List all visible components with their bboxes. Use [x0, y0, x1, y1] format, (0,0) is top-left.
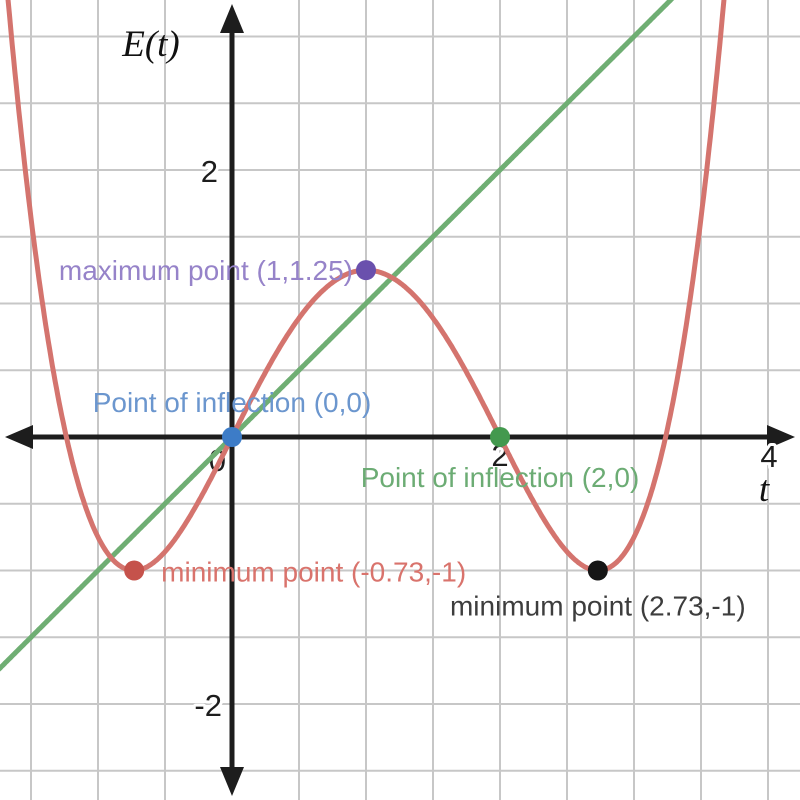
maximum-point-label: maximum point (1,1.25) [59, 255, 353, 286]
inflection-point-2-0-dot[interactable] [490, 427, 510, 447]
inflection-point-0-0-label: Point of inflection (0,0) [93, 387, 372, 418]
minimum-point-right-label: minimum point (2.73,-1) [450, 591, 746, 622]
x-axis-title: t [759, 469, 771, 510]
x-tick-label: 4 [760, 439, 777, 474]
maximum-point-dot[interactable] [356, 260, 376, 281]
y-tick-label: 2 [201, 154, 218, 189]
minimum-point-right-dot[interactable] [587, 560, 608, 581]
axis-arrowhead-icon [767, 425, 795, 449]
y-tick-label: -2 [194, 688, 222, 723]
inflection-point-2-0-label: Point of inflection (2,0) [361, 462, 640, 493]
straight-line-y-equals-t[interactable] [0, 0, 751, 672]
inflection-point-0-0-dot[interactable] [222, 427, 242, 447]
minimum-point-left-dot[interactable] [124, 560, 145, 581]
y-axis-title: E(t) [121, 24, 180, 65]
axis-arrowhead-icon [5, 425, 33, 449]
axes [5, 4, 795, 796]
minimum-point-left-label: minimum point (-0.73,-1) [161, 557, 466, 588]
axis-arrowhead-icon [220, 4, 244, 33]
axis-arrowhead-icon [220, 767, 244, 796]
